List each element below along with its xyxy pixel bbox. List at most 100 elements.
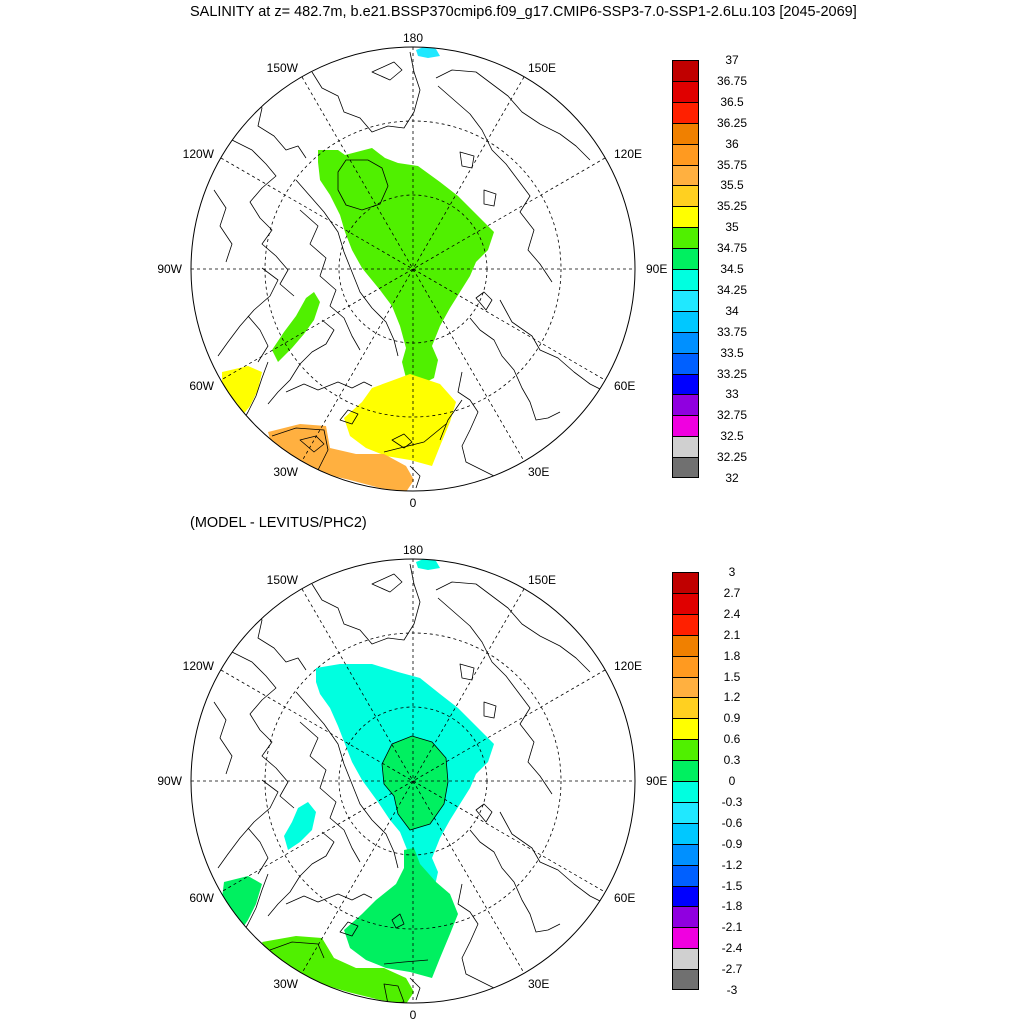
colorbar-label: 35.75 (716, 157, 748, 172)
diff-lon-label-120e: 120E (614, 659, 642, 673)
colorbar-label: 34.25 (716, 282, 748, 297)
diff-lon-label-90w: 90W (157, 774, 182, 788)
lon-label-30w: 30W (273, 465, 298, 479)
colorbar-label: 1.8 (723, 648, 741, 663)
colorbar-swatch (672, 864, 699, 886)
field-fram-strait (344, 374, 456, 466)
colorbar-label: 35.25 (716, 199, 748, 214)
field-canadian-channel (272, 292, 320, 362)
colorbar-swatch (672, 373, 699, 395)
diff-map-boundary (190, 558, 636, 1004)
longitude-labels: 180 0 150W 120W 90W 60W 30W 150E 120E 90… (157, 31, 667, 510)
colorbar-label: 34 (725, 303, 739, 318)
lon-label-60e: 60E (614, 379, 635, 393)
lon-label-150e: 150E (528, 61, 556, 75)
colorbar-label: 35 (725, 220, 739, 235)
colorbar-swatch (672, 592, 699, 615)
difference-subtitle: (MODEL - LEVITUS/PHC2) (190, 515, 367, 531)
colorbar-swatch (672, 634, 699, 657)
colorbar-label: 0.6 (723, 732, 741, 747)
field-nordic-iceland (268, 424, 414, 491)
salinity-contour-fram (383, 423, 447, 453)
colorbar-swatch (672, 227, 699, 249)
lon-label-90e: 90E (646, 262, 667, 276)
diff-lon-label-60w: 60W (189, 891, 214, 905)
field-west-greenland (222, 366, 262, 416)
diff-field-bering (416, 559, 440, 570)
colorbar-swatch (672, 697, 699, 719)
colorbar-swatch (672, 457, 699, 478)
field-central-core (337, 159, 389, 211)
diff-lon-label-150e: 150E (528, 573, 556, 587)
colorbar-label: 0 (728, 774, 736, 788)
lon-label-0: 0 (410, 496, 417, 510)
colorbar-label: 36.25 (716, 115, 748, 130)
colorbar-swatch (672, 969, 699, 990)
colorbar-swatch (672, 739, 699, 761)
salinity-colorbar: 37 36.75 36.5 36.25 36 35.75 35.5 35.25 35 34.75 3… (672, 53, 762, 485)
colorbar-swatch (672, 415, 699, 437)
figure-title: SALINITY at z= 482.7m, b.e21.BSSP370cmip… (190, 4, 857, 20)
colorbar-label: -2.1 (721, 920, 743, 935)
colorbar-label: -1.8 (721, 899, 743, 914)
colorbar-label: 2.4 (723, 606, 741, 621)
colorbar-label: 33.5 (720, 345, 744, 360)
colorbar-swatch (672, 948, 699, 970)
lon-label-150w: 150W (267, 61, 299, 75)
colorbar-swatch (672, 352, 699, 374)
lon-label-60w: 60W (189, 379, 214, 393)
colorbar-label: 33 (725, 387, 739, 402)
colorbar-label: 0.3 (723, 753, 741, 768)
colorbar-label: 1.2 (723, 690, 741, 705)
colorbar-label: 1.5 (723, 669, 741, 684)
diff-contour-iceland (269, 941, 325, 959)
colorbar-swatch (672, 436, 699, 458)
colorbar-swatch (672, 143, 699, 165)
colorbar-label: -1.2 (721, 857, 743, 872)
colorbar-label: -0.6 (721, 815, 743, 830)
diff-lon-label-120w: 120W (183, 659, 215, 673)
lon-label-120e: 120E (614, 147, 642, 161)
colorbar-label: 36.5 (720, 94, 744, 109)
colorbar-swatch (672, 331, 699, 354)
colorbar-swatch (672, 676, 699, 698)
colorbar-swatch (672, 718, 699, 740)
colorbar-swatch (672, 760, 699, 782)
diff-lon-label-30e: 30E (528, 977, 549, 991)
colorbar-swatch (672, 80, 699, 103)
colorbar-label: -1.5 (721, 878, 743, 893)
colorbar-swatch (672, 122, 699, 145)
diff-graticule (191, 559, 635, 1003)
colorbar-label: 33.25 (716, 366, 748, 381)
diff-contour-fram (383, 959, 429, 965)
colorbar-label: -0.9 (721, 836, 743, 851)
diff-lon-label-150w: 150W (267, 573, 299, 587)
colorbar-swatch (672, 269, 699, 291)
colorbar-label: 2.7 (723, 585, 741, 600)
diff-field-fram-strait (344, 848, 458, 978)
colorbar-swatch (672, 655, 699, 677)
coastlines (213, 51, 607, 491)
salinity-contour-iceland (271, 427, 329, 471)
colorbar-label: 34.5 (720, 262, 744, 276)
colorbar-label: 36 (725, 136, 739, 151)
colorbar-swatch (672, 206, 699, 228)
colorbar-label: 3 (728, 565, 736, 579)
colorbar-label: -0.3 (721, 794, 743, 809)
colorbar-label: 2.1 (723, 627, 741, 642)
colorbar-label: 35.5 (720, 178, 744, 193)
diff-field-nordic-iceland (262, 936, 414, 1003)
colorbar-swatch (672, 164, 699, 186)
colorbar-swatch (672, 885, 699, 907)
difference-colorbar: 3 2.7 2.4 2.1 1.8 1.5 1.2 0.9 0.6 0.3 0 -0.3 -0.6 -0.… (672, 565, 762, 997)
colorbar-label: -3 (726, 983, 738, 997)
lon-label-90w: 90W (157, 262, 182, 276)
graticule (191, 47, 635, 491)
colorbar-label: -2.4 (721, 941, 743, 956)
colorbar-swatch (672, 101, 699, 124)
colorbar-swatch (672, 822, 699, 845)
lon-label-120w: 120W (183, 147, 215, 161)
diff-lon-label-180: 180 (403, 543, 423, 557)
salinity-map: 180 0 150W 120W 90W 60W 30W 150E 120E 90… (157, 31, 667, 510)
colorbar-label: -2.7 (721, 962, 743, 977)
